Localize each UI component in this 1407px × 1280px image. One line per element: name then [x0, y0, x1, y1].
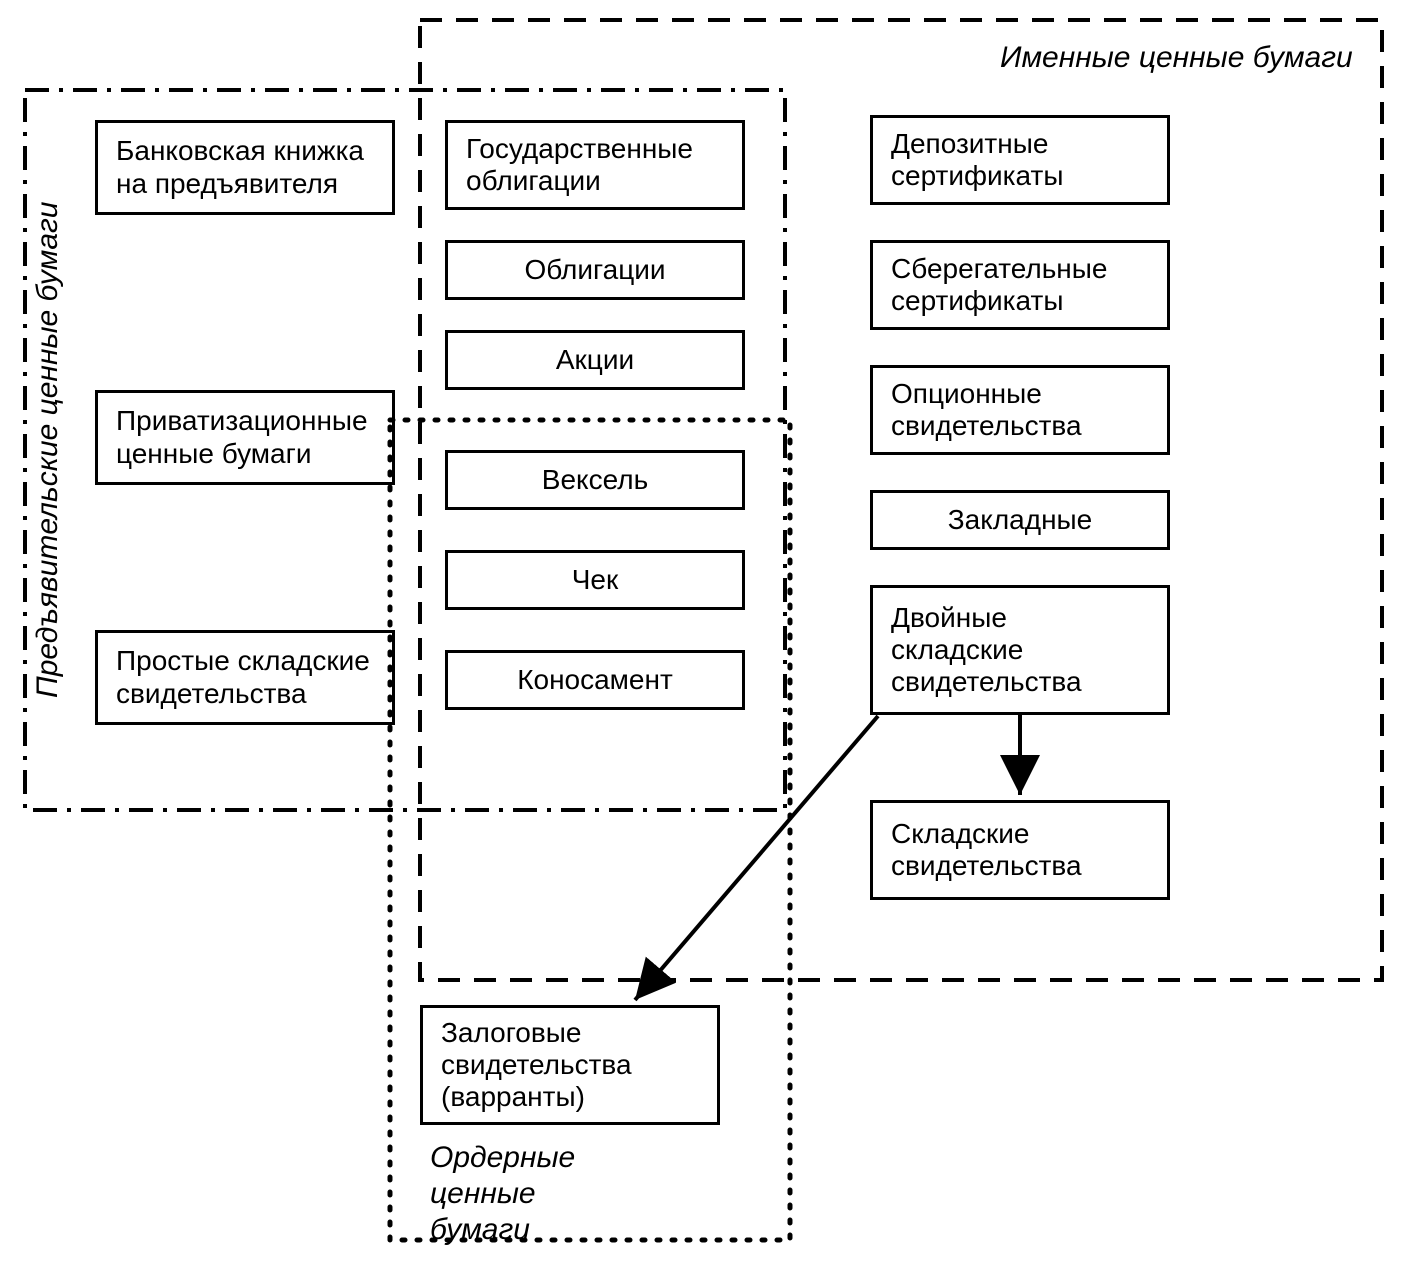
- node-double-warehouse: Двойныескладскиесвидетельства: [870, 585, 1170, 715]
- node-mortgage: Закладные: [870, 490, 1170, 550]
- diagram-canvas: Предъявительские ценные бумаги Именные ц…: [0, 0, 1407, 1280]
- node-bank-book: Банковская книжкана предъявителя: [95, 120, 395, 215]
- node-savings-cert: Сберегательныесертификаты: [870, 240, 1170, 330]
- node-bill: Вексель: [445, 450, 745, 510]
- node-cheque: Чек: [445, 550, 745, 610]
- label-order: Ордерныеценныебумаги: [430, 1140, 575, 1248]
- node-option-cert: Опционныесвидетельства: [870, 365, 1170, 455]
- node-pledge-warrants: Залоговыесвидетельства(варранты): [420, 1005, 720, 1125]
- node-bill-of-lading: Коносамент: [445, 650, 745, 710]
- node-bonds: Облигации: [445, 240, 745, 300]
- node-shares: Акции: [445, 330, 745, 390]
- node-warehouse-cert: Складскиесвидетельства: [870, 800, 1170, 900]
- arrow-dbl-to-pledge: [635, 716, 878, 1000]
- node-simple-warehouse: Простые складскиесвидетельства: [95, 630, 395, 725]
- label-registered: Именные ценные бумаги: [1000, 40, 1353, 76]
- node-privatization: Приватизационныеценные бумаги: [95, 390, 395, 485]
- label-bearer: Предъявительские ценные бумаги: [30, 110, 70, 790]
- node-gov-bonds: Государственныеоблигации: [445, 120, 745, 210]
- node-deposit-cert: Депозитныесертификаты: [870, 115, 1170, 205]
